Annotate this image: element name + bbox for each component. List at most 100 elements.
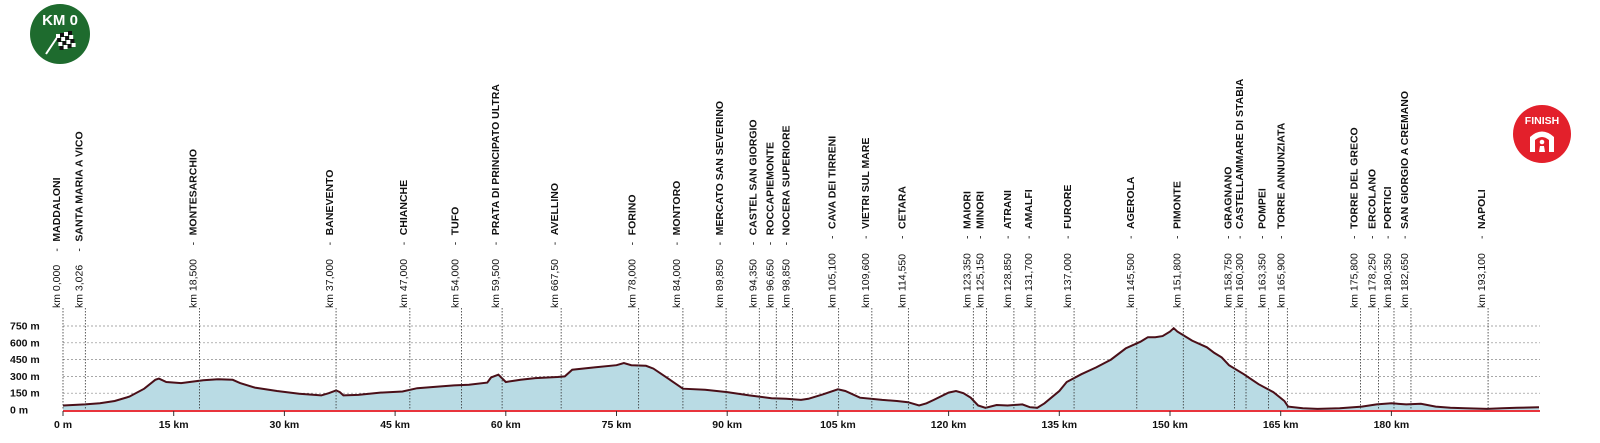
flag-pole — [45, 35, 59, 55]
waypoint: km 3,026 - SANTA MARIA A VICO — [73, 131, 86, 410]
waypoint: km 54,000 - TUFO — [450, 207, 462, 410]
waypoint-name: FURORE — [1062, 185, 1074, 229]
waypoint-name: FORINO — [627, 194, 639, 235]
waypoint: km 84,000 - MONTORO — [671, 181, 684, 410]
flag-square — [69, 35, 74, 39]
waypoint-km: km 137,000 — [1062, 253, 1074, 308]
waypoint-separator: - — [1023, 235, 1035, 239]
waypoint-separator: - — [1348, 235, 1360, 239]
grid-lines — [63, 325, 1540, 394]
waypoint: km 180,350 - PORTICI — [1382, 186, 1395, 410]
waypoint: km 165,900 - TORRE ANNUNZIATA — [1275, 122, 1288, 410]
waypoint-separator: - — [398, 241, 410, 245]
waypoint: km 59,500 - PRATA DI PRINCIPATO ULTRA — [490, 84, 503, 410]
waypoint-separator: - — [860, 235, 872, 239]
y-tick-label: 150 m — [10, 388, 40, 400]
waypoint-km: km 18,500 — [188, 259, 200, 308]
waypoint-separator: - — [827, 235, 839, 239]
waypoint-km: km 37,000 — [324, 259, 336, 308]
waypoint-km: km 180,350 — [1382, 253, 1394, 308]
waypoint-name: CASTELLAMMARE DI STABIA — [1234, 78, 1246, 229]
x-tick-label: 135 km — [1041, 419, 1077, 431]
waypoint-separator: - — [490, 241, 502, 245]
waypoint-separator: - — [1223, 235, 1235, 239]
waypoint-name: NAPOLI — [1476, 189, 1488, 229]
waypoint-separator: - — [1125, 235, 1137, 239]
waypoint: km 178,250 - ERCOLANO — [1366, 169, 1379, 410]
waypoint-name: CAVA DEI TIRRENI — [827, 136, 839, 229]
waypoint: km 175,800 - TORRE DEL GRECO — [1348, 127, 1361, 410]
waypoint-km: km 165,900 — [1275, 253, 1287, 308]
x-tick-label: 45 km — [380, 419, 410, 431]
waypoint-km: km 78,000 — [627, 259, 639, 308]
waypoints: km 0,000 - MADDALONI km 3,026 - SANTA MARIA A… — [51, 78, 1489, 410]
y-tick-label: 300 m — [10, 371, 40, 383]
waypoint: km 18,500 - MONTESARCHIO — [188, 149, 200, 410]
waypoint-separator: - — [671, 241, 683, 245]
waypoint-separator: - — [896, 235, 908, 239]
waypoint-km: km 105,100 — [827, 253, 839, 308]
y-tick-label: 750 m — [10, 321, 40, 333]
waypoint-name: TUFO — [450, 207, 462, 236]
profile-area — [63, 328, 1539, 410]
waypoint-km: km 160,300 — [1234, 253, 1246, 308]
start-badge: KM 0 — [30, 4, 90, 64]
waypoint-separator: - — [1002, 235, 1014, 239]
waypoint-km: km 59,500 — [490, 259, 502, 308]
waypoint: km 47,000 - CHIANCHE — [398, 180, 411, 410]
waypoint-km: km 163,350 — [1257, 253, 1269, 308]
flag-square — [62, 41, 67, 45]
waypoint: km 137,000 - FURORE — [1062, 185, 1075, 410]
waypoint-separator: - — [764, 241, 776, 245]
waypoint-km: km 125,150 — [975, 253, 987, 308]
waypoint-km: km 158,750 — [1223, 253, 1235, 308]
waypoint-km: km 47,000 — [398, 259, 410, 308]
finish-arch-icon — [1530, 131, 1554, 152]
waypoint-separator: - — [1382, 235, 1394, 239]
waypoint-separator: - — [714, 241, 726, 245]
waypoint-separator: - — [627, 241, 639, 245]
waypoint: km 193,100 - NAPOLI — [1476, 189, 1489, 410]
waypoint-km: km 128,850 — [1002, 253, 1014, 308]
waypoint-name: AGEROLA — [1125, 176, 1137, 229]
waypoint-name: TORRE DEL GRECO — [1348, 127, 1360, 229]
x-tick-label: 90 km — [712, 419, 742, 431]
waypoint-km: km 145,500 — [1125, 253, 1137, 308]
waypoint-name: BANEVENTO — [324, 170, 336, 236]
waypoint-name: CETARA — [896, 186, 908, 229]
flag-square — [71, 43, 76, 47]
start-badge-label: KM 0 — [42, 12, 78, 29]
waypoint-km: km 0,000 — [51, 265, 63, 308]
waypoint-separator: - — [747, 241, 759, 245]
finish-badge-label: FINISH — [1525, 115, 1559, 127]
waypoint-km: km 667,50 — [549, 259, 561, 308]
waypoint-name: ERCOLANO — [1366, 169, 1378, 229]
profile-line — [62, 326, 1540, 410]
waypoint: km 160,300 - CASTELLAMMARE DI STABIA — [1234, 78, 1247, 410]
waypoint-name: VIETRI SUL MARE — [860, 138, 872, 229]
waypoint-separator: - — [1275, 235, 1287, 239]
waypoint-km: km 193,100 — [1476, 253, 1488, 308]
waypoint: km 151,800 - PIMONTE — [1171, 181, 1184, 410]
waypoint-separator: - — [1234, 235, 1246, 239]
y-tick-label: 450 m — [10, 354, 40, 366]
waypoint: km 125,150 - MINORI — [975, 191, 988, 410]
waypoint: km 128,850 - ATRANI — [1002, 190, 1015, 410]
waypoint-separator: - — [781, 241, 793, 245]
waypoint-name: MAIORI — [961, 191, 973, 229]
waypoint-separator: - — [549, 241, 561, 245]
waypoint-name: SANTA MARIA A VICO — [73, 131, 85, 241]
waypoint: km 131,700 - AMALFI — [1023, 189, 1036, 410]
flag-square — [58, 42, 63, 46]
x-tick-label: 120 km — [931, 419, 967, 431]
x-tick-label: 75 km — [602, 419, 632, 431]
waypoint-separator: - — [961, 235, 973, 239]
waypoint-name: PRATA DI PRINCIPATO ULTRA — [490, 84, 502, 236]
waypoint-name: MONTORO — [671, 181, 683, 236]
flag-square — [60, 33, 64, 37]
x-tick-label: 180 km — [1374, 419, 1410, 431]
waypoint-name: AMALFI — [1023, 189, 1035, 229]
waypoint-name: GRAGNANO — [1223, 167, 1235, 229]
waypoint-separator: - — [450, 241, 462, 245]
flag-square — [56, 34, 60, 38]
